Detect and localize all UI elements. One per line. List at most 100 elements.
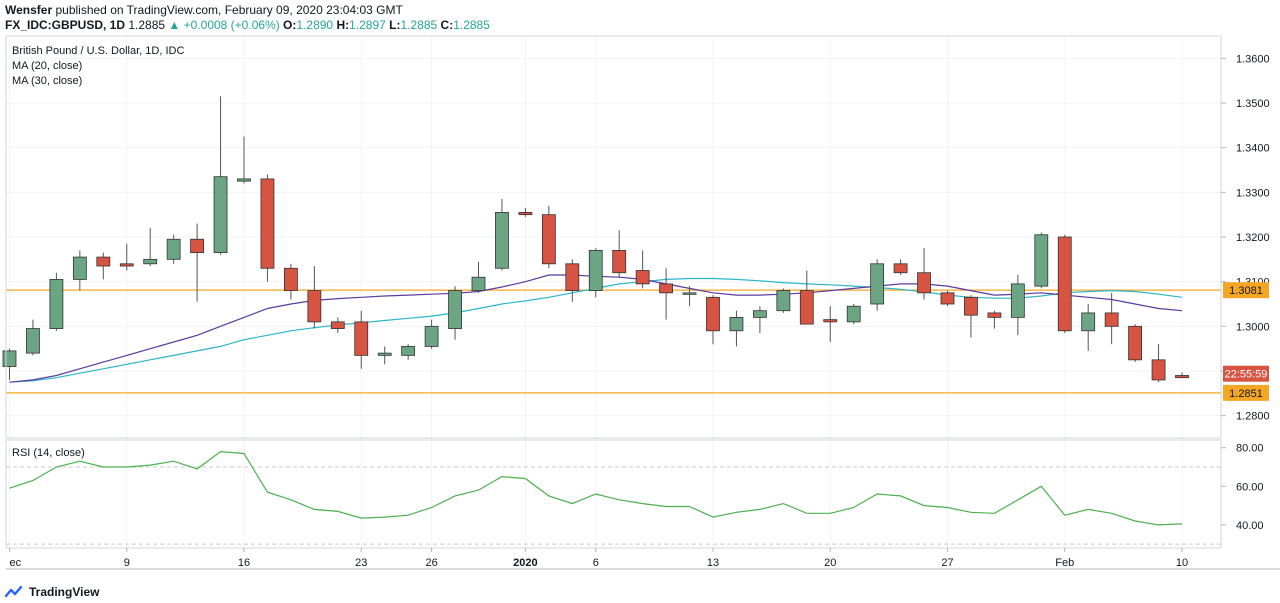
- price-tick-label: 1.3500: [1236, 98, 1270, 110]
- rsi-pane: [6, 450, 1221, 545]
- symbol-label: FX_IDC:GBPUSD, 1D: [5, 18, 126, 32]
- legend-title[interactable]: British Pound / U.S. Dollar, 1D, IDC: [12, 45, 185, 57]
- candle-down: [987, 312, 1002, 318]
- candle-up: [846, 305, 861, 323]
- price-tag-lower-bg: [1223, 384, 1269, 401]
- time-tick-label: 16: [238, 557, 250, 569]
- open-label: O:: [283, 18, 297, 32]
- publish-line: Wensfer published on TradingView.com, Fe…: [5, 3, 403, 17]
- candle-up: [26, 328, 40, 354]
- candle-down: [1104, 312, 1119, 327]
- candle-up: [471, 276, 486, 292]
- price-tag-lower: 1.2851: [1229, 388, 1263, 400]
- horizontal-levels: [6, 289, 1221, 394]
- candle-up: [753, 310, 767, 318]
- rsi-line: [9, 450, 1183, 526]
- brand-name: TradingView: [29, 585, 100, 599]
- candle-down: [893, 263, 908, 274]
- candle-down: [565, 263, 580, 291]
- ohlc-line: FX_IDC:GBPUSD, 1D 1.2885 ▲ +0.0008 (+0.0…: [5, 18, 490, 32]
- candle-up: [588, 249, 603, 291]
- candle-up: [1010, 283, 1025, 318]
- author-name[interactable]: Wensfer: [5, 3, 53, 17]
- candle-down: [1057, 236, 1072, 332]
- low-value: 1.2885: [400, 18, 438, 32]
- candle-up: [49, 279, 64, 329]
- chart-legend: British Pound / U.S. Dollar, 1D, IDC MA …: [12, 44, 184, 89]
- legend-rsi[interactable]: RSI (14, close): [12, 447, 85, 459]
- brand-footer[interactable]: TradingView: [5, 585, 99, 599]
- time-tick-label: ec: [10, 557, 22, 569]
- time-tick-label: 26: [425, 557, 437, 569]
- candle-down: [96, 256, 111, 267]
- close-value: 1.2885: [453, 18, 490, 32]
- price-tick-label: 1.2800: [1236, 411, 1270, 423]
- change-value: ▲ +0.0008 (+0.06%): [168, 18, 280, 32]
- time-tick-label: 13: [707, 557, 719, 569]
- grid-lines: [6, 36, 1221, 548]
- candle-down: [307, 290, 322, 323]
- candle-up: [213, 176, 228, 254]
- candle-up: [495, 212, 509, 269]
- time-tick-label: 6: [593, 557, 599, 569]
- candle-down: [330, 321, 345, 329]
- time-tick-label: Feb: [1055, 557, 1074, 569]
- candle-down: [541, 214, 556, 265]
- candle-down: [354, 321, 369, 356]
- candle-down: [612, 249, 627, 274]
- candle-up: [682, 292, 697, 295]
- candle-down: [635, 270, 650, 285]
- candle-down: [964, 296, 978, 316]
- candle-up: [377, 352, 392, 356]
- high-label: H:: [336, 18, 350, 32]
- rsi-tick-label: 80.00: [1236, 443, 1264, 455]
- candle-up: [776, 290, 791, 312]
- candle-down: [518, 212, 533, 216]
- legend-ma30[interactable]: MA (30, close): [12, 75, 83, 87]
- rsi-pane-frame: [5, 439, 1222, 549]
- price-tag-upper: 1.3081: [1229, 285, 1263, 297]
- candle-up: [1081, 312, 1096, 332]
- tradingview-logo-icon: [5, 586, 23, 598]
- price-tick-label: 1.3200: [1236, 232, 1270, 244]
- rsi-tick-label: 40.00: [1236, 520, 1264, 532]
- candle-down: [917, 272, 931, 294]
- low-label: L:: [389, 18, 401, 32]
- time-tick-label: 23: [355, 557, 367, 569]
- price-tick-label: 1.3000: [1236, 321, 1270, 333]
- candles: [2, 96, 1189, 383]
- time-tick-label: 10: [1176, 557, 1188, 569]
- candle-down: [190, 238, 205, 254]
- candle-up: [143, 258, 158, 265]
- candle-down: [1128, 325, 1142, 361]
- close-label: C:: [440, 18, 454, 32]
- candle-down: [706, 296, 720, 332]
- time-tick-label: 27: [941, 557, 953, 569]
- price-tick-label: 1.3300: [1236, 187, 1270, 199]
- publish-info: published on TradingView.com, February 0…: [55, 3, 403, 17]
- price-tick-label: 1.3600: [1236, 53, 1270, 65]
- legend-ma20[interactable]: MA (20, close): [12, 60, 83, 72]
- candle-up: [448, 290, 462, 329]
- candle-down: [260, 178, 275, 269]
- time-tick-label: 2020: [513, 557, 537, 569]
- candle-up: [2, 350, 17, 367]
- axes: 1.28001.29001.30001.31001.32001.33001.34…: [5, 35, 1280, 570]
- time-tick-label: 9: [124, 557, 130, 569]
- candle-up: [729, 316, 744, 332]
- open-value: 1.2890: [296, 18, 334, 32]
- candle-down: [1175, 375, 1189, 379]
- candle-down: [1151, 359, 1166, 381]
- rsi-tick-label: 60.00: [1236, 481, 1264, 493]
- candle-up: [401, 346, 416, 356]
- candle-up: [72, 256, 87, 280]
- candle-up: [870, 263, 885, 305]
- price-tick-label: 1.3400: [1236, 143, 1270, 155]
- candle-down: [799, 290, 814, 325]
- candle-down: [823, 319, 838, 323]
- candle-up: [1034, 234, 1049, 287]
- candle-down: [283, 267, 298, 291]
- price-tag-upper-bg: [1223, 282, 1269, 299]
- countdown-tag: 22:55:59: [1225, 369, 1268, 381]
